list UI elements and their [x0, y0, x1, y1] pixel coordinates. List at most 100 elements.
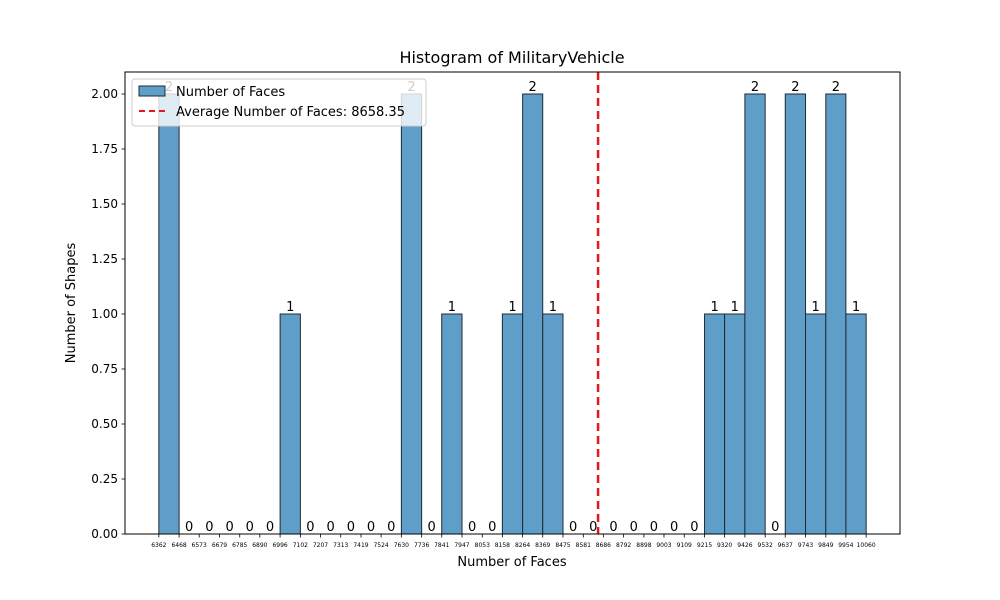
- x-tick-label: 9743: [798, 542, 813, 549]
- x-tick-label: 9215: [697, 542, 712, 549]
- bar-count-label: 1: [731, 300, 739, 315]
- bar-count-label: 0: [387, 520, 395, 535]
- histogram-bar: [522, 93, 544, 535]
- plot-frame: [124, 71, 901, 535]
- legend: Number of Faces Average Number of Faces:…: [131, 78, 427, 127]
- histogram-bar: [158, 93, 180, 535]
- bar-count-label: 1: [710, 300, 718, 315]
- y-tick-label: 1.00: [91, 307, 118, 321]
- histogram-bar: [501, 313, 524, 535]
- x-tick-label: 8264: [515, 542, 530, 549]
- x-tick-label: 8792: [616, 542, 631, 549]
- y-tick-label: 0.50: [91, 417, 118, 431]
- chart-title: Histogram of MilitaryVehicle: [399, 48, 624, 67]
- x-ticks-layer: 6362 6468 6573 6679 6785 6890 6996 7102 7207 7313…: [151, 534, 876, 549]
- bar-count-label: 0: [589, 520, 597, 535]
- bar-count-label: 0: [488, 520, 496, 535]
- x-tick-label: 6573: [192, 542, 207, 549]
- bar-count-label: 2: [529, 80, 537, 95]
- bar-count-label: 0: [630, 520, 638, 535]
- legend-bar-swatch: [138, 85, 166, 97]
- x-tick-label: 7102: [293, 542, 308, 549]
- x-tick-label: 7313: [333, 542, 348, 549]
- bar-count-label: 0: [347, 520, 355, 535]
- x-tick-label: 6679: [212, 542, 227, 549]
- y-axis-label: Number of Shapes: [64, 243, 79, 364]
- histogram-bar: [784, 93, 807, 535]
- x-tick-label: 9637: [778, 542, 793, 549]
- bar-count-label: 0: [266, 520, 274, 535]
- y-tick-label: 0.75: [91, 362, 118, 376]
- x-tick-label: 9849: [818, 542, 833, 549]
- bar-count-label: 0: [609, 520, 617, 535]
- histogram-bar: [724, 313, 746, 535]
- bar-count-label: 1: [812, 300, 820, 315]
- x-tick-label: 7841: [434, 542, 449, 549]
- bar-count-label: 0: [326, 520, 334, 535]
- x-tick-label: 8898: [636, 542, 651, 549]
- histogram-bar: [825, 93, 847, 535]
- x-tick-label: 7419: [353, 542, 368, 549]
- x-tick-label: 6996: [272, 542, 287, 549]
- x-tick-label: 8158: [495, 542, 510, 549]
- x-tick-label: 8581: [576, 542, 591, 549]
- x-tick-label: 8053: [475, 542, 490, 549]
- bar-count-label: 0: [205, 520, 213, 535]
- y-tick-label: 1.75: [91, 142, 118, 156]
- x-tick-label: 9320: [717, 542, 732, 549]
- x-tick-label: 6468: [171, 542, 186, 549]
- y-tick-label: 0.25: [91, 472, 118, 486]
- bar-count-label: 0: [185, 520, 193, 535]
- y-tick-label: 1.50: [91, 197, 118, 211]
- legend-bars-label: Number of Faces: [176, 85, 285, 100]
- histogram-bar: [805, 313, 827, 535]
- histogram-bar: [441, 313, 463, 535]
- bar-count-label: 1: [286, 300, 294, 315]
- bar-count-label: 2: [751, 80, 759, 95]
- x-tick-label: 9954: [838, 542, 853, 549]
- x-tick-label: 7524: [373, 542, 388, 549]
- histogram-bar: [279, 313, 301, 535]
- histogram-bar: [400, 93, 423, 535]
- x-tick-label: 6890: [252, 542, 267, 549]
- x-tick-label: 9003: [656, 542, 671, 549]
- histogram-bar: [542, 313, 564, 535]
- x-tick-label: 7947: [454, 542, 469, 549]
- x-tick-label: 8475: [555, 542, 570, 549]
- y-tick-label: 0.00: [91, 527, 118, 541]
- bar-count-label: 0: [771, 520, 779, 535]
- bar-count-label: 0: [569, 520, 577, 535]
- bar-count-label: 0: [468, 520, 476, 535]
- x-tick-label: 9426: [737, 542, 752, 549]
- bar-count-label: 1: [508, 300, 516, 315]
- y-tick-label: 1.25: [91, 252, 118, 266]
- x-tick-label: 9532: [758, 542, 773, 549]
- bar-count-label: 0: [650, 520, 658, 535]
- x-axis-label: Number of Faces: [457, 555, 566, 570]
- bar-labels-layer: 20000010000020100121000000011202121: [165, 80, 860, 535]
- x-tick-label: 10060: [857, 542, 876, 549]
- bars-layer: [158, 93, 867, 535]
- x-tick-label: 7736: [414, 542, 429, 549]
- y-ticks-layer: 0.00 0.25 0.50 0.75 1.00 1.25 1.50 1.75 2.00: [91, 87, 125, 541]
- bar-count-label: 1: [549, 300, 557, 315]
- x-tick-label: 6785: [232, 542, 247, 549]
- x-tick-label: 9109: [677, 542, 692, 549]
- bar-count-label: 0: [670, 520, 678, 535]
- bar-count-label: 1: [448, 300, 456, 315]
- bar-count-label: 0: [367, 520, 375, 535]
- bar-count-label: 0: [246, 520, 254, 535]
- x-tick-label: 8686: [596, 542, 611, 549]
- x-tick-label: 6362: [151, 542, 166, 549]
- bar-count-label: 0: [428, 520, 436, 535]
- histogram-bar: [704, 313, 726, 535]
- y-tick-label: 2.00: [91, 87, 118, 101]
- histogram-bar: [845, 313, 867, 535]
- bar-count-label: 0: [690, 520, 698, 535]
- bar-count-label: 1: [852, 300, 860, 315]
- legend-average-label: Average Number of Faces: 8658.35: [176, 105, 405, 120]
- legend-box: [131, 78, 427, 127]
- bar-count-label: 0: [225, 520, 233, 535]
- x-tick-label: 7207: [313, 542, 328, 549]
